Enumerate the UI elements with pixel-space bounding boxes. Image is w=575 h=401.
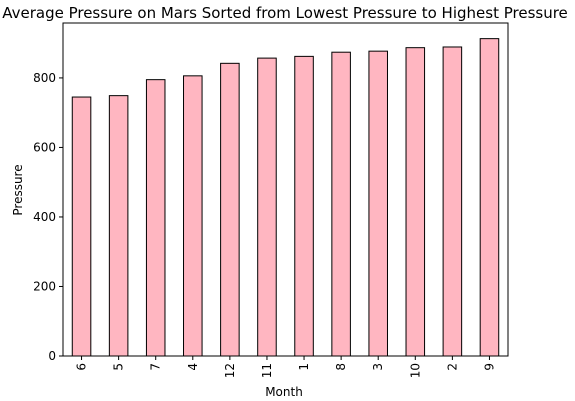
x-axis-label: Month [265, 385, 303, 399]
x-axis: 6 5 7 4 12 11 1 8 3 10 2 9 [75, 356, 496, 378]
bar-month-1 [294, 55, 314, 357]
bar-month-10 [405, 47, 426, 357]
plot-area [62, 22, 509, 357]
x-tick-label: 3 [371, 363, 385, 371]
x-tick-label: 1 [297, 363, 311, 371]
x-tick-label: 11 [260, 363, 274, 378]
x-tick-label: 10 [408, 363, 422, 378]
bar-month-8 [331, 51, 351, 357]
y-tick-label: 200 [33, 279, 56, 293]
bar-month-4 [183, 75, 203, 357]
bar-month-9 [479, 38, 500, 357]
chart-title: Average Pressure on Mars Sorted from Low… [2, 4, 568, 22]
x-tick-label: 12 [223, 363, 237, 378]
x-tick-label: 6 [75, 363, 89, 371]
bar-month-12 [220, 62, 240, 357]
plot-frame [62, 22, 509, 357]
y-axis: 0 200 400 600 800 [33, 71, 63, 363]
y-tick-label: 800 [33, 71, 56, 85]
bar-month-11 [257, 57, 277, 357]
x-tick-label: 2 [445, 363, 459, 371]
x-tick-label: 7 [149, 363, 163, 371]
x-tick-label: 5 [112, 363, 126, 371]
bar-month-5 [108, 95, 129, 357]
y-tick-label: 600 [33, 140, 56, 154]
bar-month-3 [368, 50, 388, 357]
x-tick-label: 9 [482, 363, 496, 371]
y-axis-label: Pressure [11, 164, 25, 215]
x-tick-label: 8 [334, 363, 348, 371]
y-tick-label: 400 [33, 210, 56, 224]
x-tick-label: 4 [186, 363, 200, 371]
bar-month-6 [71, 96, 92, 357]
bars [71, 38, 500, 357]
bar-month-7 [145, 79, 166, 357]
y-tick-label: 0 [48, 349, 56, 363]
bar-month-2 [442, 46, 463, 357]
